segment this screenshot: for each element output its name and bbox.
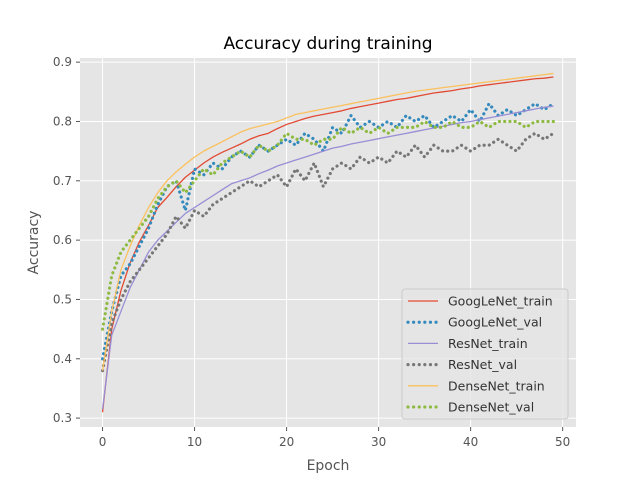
y-tick-label: 0.8 bbox=[53, 114, 72, 128]
y-tick-label: 0.7 bbox=[53, 174, 72, 188]
legend-label-googlenet-val: GoogLeNet_val bbox=[448, 315, 542, 330]
series-line-resnet-train bbox=[101, 105, 554, 410]
x-axis-label: Epoch bbox=[307, 458, 350, 474]
legend-label-resnet-val: ResNet_val bbox=[448, 357, 517, 372]
x-tick-label: 0 bbox=[99, 435, 107, 449]
legend: GoogLeNet_train GoogLeNet_val ResNet_train… bbox=[401, 288, 569, 420]
y-tick-label: 0.4 bbox=[53, 352, 72, 366]
y-tick-label: 0.3 bbox=[53, 411, 72, 425]
legend-label-resnet-train: ResNet_train bbox=[448, 336, 528, 351]
x-tick-label: 10 bbox=[187, 435, 202, 449]
series-layer bbox=[100, 72, 556, 413]
y-tick-label: 0.6 bbox=[53, 233, 72, 247]
legend-label-densenet-val: DenseNet_val bbox=[448, 400, 534, 415]
x-tick-label: 40 bbox=[463, 435, 478, 449]
legend-label-densenet-train: DenseNet_train bbox=[448, 378, 545, 393]
y-tick-label: 0.5 bbox=[53, 292, 72, 306]
series-line-googlenet-train bbox=[101, 76, 554, 413]
legend-label-googlenet-train: GoogLeNet_train bbox=[448, 294, 553, 309]
series-line-resnet-val bbox=[100, 131, 556, 373]
tick-labels: 0 10 20 30 40 50 0.3 0.4 0.5 0.6 0.7 0.8 0.9 bbox=[53, 55, 570, 449]
y-axis-label: Accuracy bbox=[26, 211, 42, 275]
x-tick-label: 50 bbox=[555, 435, 570, 449]
legend-box bbox=[401, 288, 569, 420]
x-tick-label: 20 bbox=[279, 435, 294, 449]
series-line-densenet-val bbox=[100, 119, 556, 331]
series-line-densenet-train bbox=[101, 72, 554, 371]
chart-title: Accuracy during training bbox=[223, 34, 432, 54]
y-tick-label: 0.9 bbox=[53, 55, 72, 69]
x-tick-label: 30 bbox=[371, 435, 386, 449]
